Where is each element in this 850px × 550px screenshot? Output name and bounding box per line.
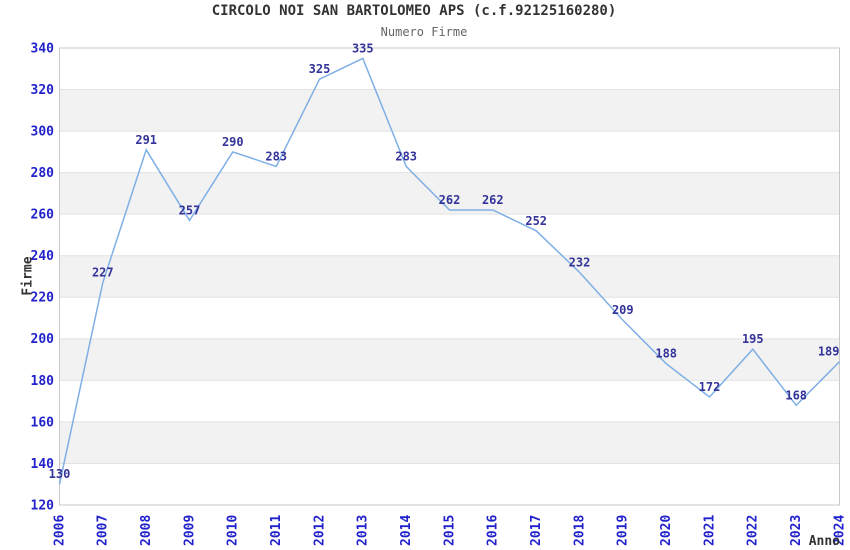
x-tick-label: 2024 (832, 515, 847, 546)
x-tick-label: 2021 (702, 515, 717, 546)
data-point-label: 209 (612, 303, 634, 317)
data-point-label: 188 (655, 347, 677, 361)
chart-title: CIRCOLO NOI SAN BARTOLOMEO APS (c.f.9212… (211, 3, 617, 19)
x-tick-label: 2012 (312, 515, 327, 546)
x-tick-label: 2014 (399, 515, 414, 546)
data-point-label: 262 (482, 193, 504, 207)
y-tick-label: 300 (31, 125, 55, 140)
data-point-label: 325 (309, 62, 331, 76)
x-tick-label: 2016 (486, 515, 501, 546)
grid-band (59, 338, 840, 381)
data-point-label: 172 (699, 380, 721, 394)
x-tick-label: 2011 (269, 515, 284, 546)
grid-band (59, 421, 840, 464)
grid-band (59, 89, 840, 132)
y-tick-label: 140 (31, 457, 55, 472)
x-tick-label: 2018 (572, 515, 587, 546)
chart-subtitle: Numero Firme (380, 25, 468, 39)
x-tick-label: 2008 (139, 515, 154, 546)
data-point-label: 168 (785, 388, 807, 402)
x-tick-label: 2006 (52, 515, 67, 546)
x-tick-label: 2009 (182, 515, 197, 546)
x-tick-label: 2015 (442, 515, 457, 546)
data-point-label: 227 (92, 266, 114, 280)
y-tick-label: 180 (31, 374, 55, 389)
data-point-label: 195 (742, 332, 764, 346)
data-line (58, 57, 841, 485)
y-tick-label: 280 (31, 166, 55, 181)
data-point-label: 335 (352, 41, 374, 55)
data-point-label: 232 (569, 255, 591, 269)
data-point-label: 291 (135, 133, 157, 147)
x-tick-label: 2013 (356, 515, 371, 546)
x-axis-title: Anno (808, 534, 840, 549)
y-tick-label: 200 (31, 332, 55, 347)
plot-border (59, 47, 840, 506)
data-point-label: 290 (222, 135, 244, 149)
grid-band (59, 255, 840, 298)
x-tick-label: 2007 (96, 515, 111, 546)
x-tick-label: 2010 (226, 515, 241, 546)
y-axis-title: Firme (20, 256, 36, 296)
y-tick-label: 120 (31, 498, 55, 513)
data-point-label: 252 (525, 214, 547, 228)
y-tick-label: 260 (31, 208, 55, 223)
y-tick-label: 340 (31, 41, 55, 56)
y-tick-label: 220 (31, 291, 55, 306)
y-tick-label: 240 (31, 249, 55, 264)
y-tick-label: 320 (31, 83, 55, 98)
grid-band (59, 172, 840, 215)
x-tick-label: 2020 (659, 515, 674, 546)
y-tick-label: 160 (31, 415, 55, 430)
data-point-label: 283 (265, 149, 287, 163)
data-point-label: 283 (395, 149, 417, 163)
x-tick-label: 2023 (789, 515, 804, 546)
data-point-label: 130 (49, 467, 71, 481)
x-tick-label: 2019 (616, 515, 631, 546)
x-tick-label: 2017 (529, 515, 544, 546)
data-point-label: 262 (439, 193, 461, 207)
x-tick-label: 2022 (746, 515, 761, 546)
data-point-label: 189 (818, 345, 840, 359)
data-point-label: 257 (179, 203, 201, 217)
